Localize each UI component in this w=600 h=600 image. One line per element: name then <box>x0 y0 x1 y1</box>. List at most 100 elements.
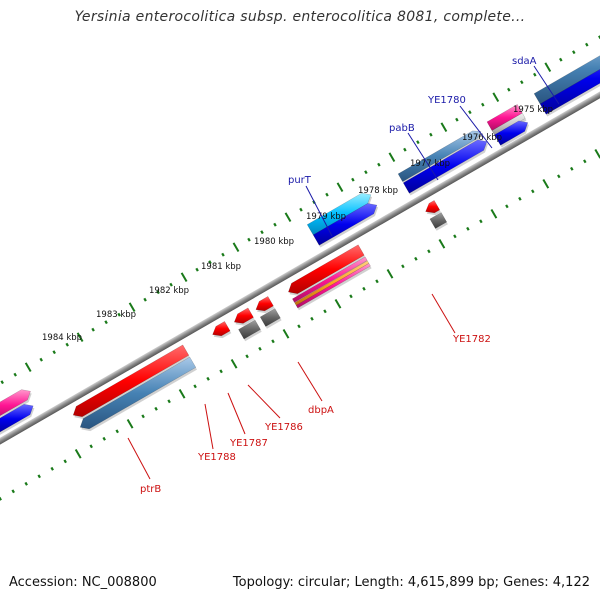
minor-tick <box>193 384 197 389</box>
gene-label-ye1788[interactable]: YE1788 <box>197 452 236 463</box>
minor-tick <box>479 219 483 224</box>
major-tick <box>126 418 134 429</box>
minor-tick <box>50 466 54 471</box>
gene-purt[interactable] <box>306 192 372 236</box>
minor-tick <box>208 260 212 265</box>
gene-ye1787[interactable] <box>233 307 254 324</box>
minor-tick <box>167 399 171 404</box>
gene-dbpa-band3[interactable] <box>295 263 371 309</box>
minor-tick <box>520 80 524 85</box>
gene-ye1788[interactable] <box>212 321 231 337</box>
gene-purt-cds[interactable] <box>312 203 378 246</box>
major-tick <box>232 242 240 253</box>
gene-ye1786[interactable] <box>255 296 274 312</box>
inner-tick-row <box>0 148 600 501</box>
gene-pabb-cds[interactable] <box>402 139 488 194</box>
major-tick <box>594 148 600 159</box>
gene-ye1787-cds[interactable] <box>238 319 261 340</box>
minor-tick <box>429 132 433 137</box>
minor-tick <box>416 140 420 145</box>
minor-tick <box>375 279 379 284</box>
gene-ye1782[interactable] <box>425 200 441 214</box>
minor-tick <box>11 489 15 494</box>
gene-dbpa-band1[interactable] <box>292 256 368 303</box>
gene-pabb[interactable] <box>397 130 482 182</box>
minor-tick <box>24 481 28 486</box>
gene-ye1786-cds[interactable] <box>259 308 281 327</box>
minor-tick <box>13 372 17 377</box>
genome-backbone <box>0 55 600 481</box>
major-tick <box>334 298 342 309</box>
kbp-label: 1979 kbp <box>306 212 346 222</box>
gene-dbpa[interactable] <box>288 244 365 294</box>
major-tick <box>128 302 136 313</box>
gene-ye1780-cds[interactable] <box>494 120 529 146</box>
kbp-scale-labels: 1975 kbp 1976 kbp 1977 kbp 1978 kbp 1979… <box>42 105 553 343</box>
minor-tick <box>247 237 251 242</box>
gene-left-cds[interactable] <box>0 403 34 433</box>
gene-left-pink[interactable] <box>0 389 31 422</box>
label-leader-line <box>533 65 560 105</box>
label-leader-line <box>127 437 151 480</box>
minor-tick <box>39 357 43 362</box>
minor-tick <box>143 297 147 302</box>
minor-tick <box>518 196 522 201</box>
major-tick <box>76 332 84 343</box>
kbp-label: 1983 kbp <box>96 310 136 320</box>
gene-label-ye1786[interactable]: YE1786 <box>264 422 303 433</box>
forward-gene-labels: sdaA YE1780 pabB purT <box>288 56 560 237</box>
gene-label-ye1780[interactable]: YE1780 <box>427 95 466 106</box>
minor-tick <box>273 222 277 227</box>
map-title: Yersinia enterocolitica subsp. enterocol… <box>74 9 526 25</box>
kbp-label: 1978 kbp <box>358 186 398 196</box>
minor-tick <box>221 252 225 257</box>
gene-ye1780-band[interactable] <box>491 112 526 137</box>
gene-label-ye1782[interactable]: YE1782 <box>452 334 491 345</box>
gene-ptrb-cds[interactable] <box>79 356 197 430</box>
gene-label-ye1787[interactable]: YE1787 <box>229 438 268 449</box>
minor-tick <box>466 226 470 231</box>
major-tick <box>386 268 394 279</box>
minor-tick <box>206 376 210 381</box>
minor-tick <box>260 230 264 235</box>
minor-tick <box>195 267 199 272</box>
minor-tick <box>414 256 418 261</box>
minor-tick <box>154 406 158 411</box>
minor-tick <box>401 264 405 269</box>
minor-tick <box>403 147 407 152</box>
minor-tick <box>557 174 561 179</box>
minor-tick <box>91 327 95 332</box>
minor-tick <box>364 170 368 175</box>
backbone-group <box>0 55 600 481</box>
minor-tick <box>65 342 69 347</box>
accession-info: Accession: NC_008800 <box>9 575 157 590</box>
gene-ye1782-cds[interactable] <box>429 212 448 229</box>
minor-tick <box>481 102 485 107</box>
major-tick <box>24 362 32 373</box>
gene-label-dbpa[interactable]: dbpA <box>308 405 334 416</box>
minor-tick <box>427 249 431 254</box>
gene-label-sdaa[interactable]: sdaA <box>512 56 537 67</box>
major-tick <box>440 122 448 133</box>
outer-tick-row <box>0 35 600 385</box>
gene-sdaa-cds[interactable] <box>539 42 600 115</box>
gene-ptrb[interactable] <box>72 344 190 418</box>
major-tick <box>542 178 550 189</box>
minor-tick <box>572 50 576 55</box>
minor-tick <box>583 159 587 164</box>
major-tick <box>178 388 186 399</box>
gene-label-pabb[interactable]: pabB <box>389 123 415 134</box>
minor-tick <box>453 234 457 239</box>
minor-tick <box>468 110 472 115</box>
minor-tick <box>141 414 145 419</box>
minor-tick <box>531 189 535 194</box>
kbp-label: 1982 kbp <box>149 286 189 296</box>
label-leader-line <box>227 392 246 435</box>
label-leader-line <box>459 105 493 149</box>
label-leader-line <box>204 403 214 450</box>
gene-label-ptrb[interactable]: ptrB <box>140 484 161 495</box>
gene-label-purt[interactable]: purT <box>288 175 312 186</box>
kbp-label: 1981 kbp <box>201 262 241 272</box>
kbp-label: 1980 kbp <box>254 237 294 247</box>
